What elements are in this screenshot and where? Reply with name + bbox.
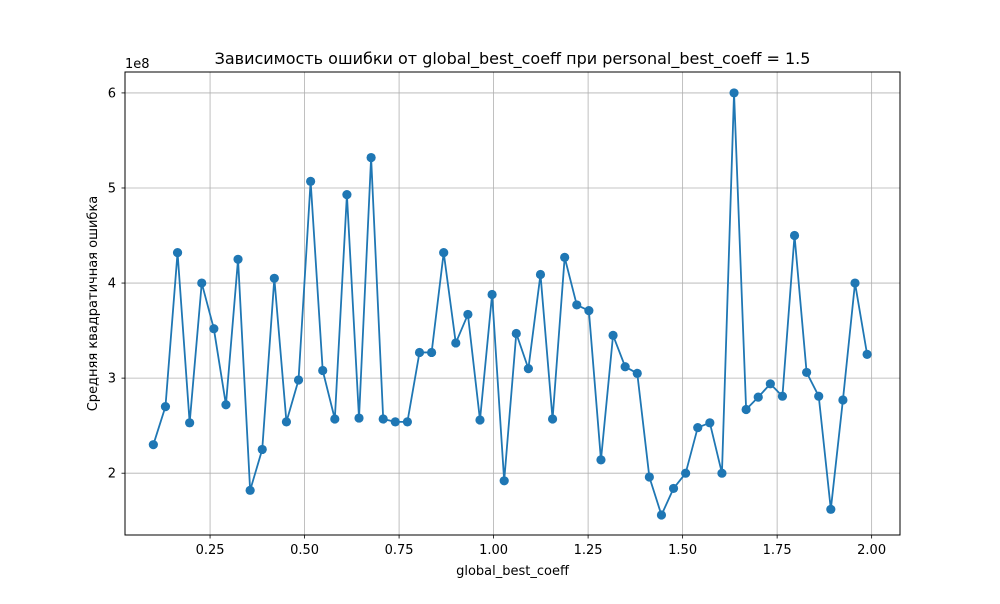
series-layer — [148, 88, 872, 520]
data-point — [729, 88, 739, 98]
data-point — [656, 510, 667, 520]
data-point — [487, 289, 497, 300]
data-point — [523, 364, 533, 374]
x-tick-label: 1.75 — [763, 543, 792, 558]
data-point — [838, 395, 848, 405]
data-point — [693, 422, 703, 433]
data-point — [330, 414, 340, 424]
data-point — [608, 330, 618, 340]
data-point — [390, 417, 400, 427]
x-tick-label: 0.25 — [196, 543, 225, 558]
data-point — [402, 417, 413, 427]
data-point — [753, 392, 763, 402]
data-point — [584, 306, 594, 316]
chart-title: Зависимость ошибки от global_best_coeff … — [215, 49, 811, 69]
data-point — [257, 444, 267, 455]
data-point — [342, 190, 352, 200]
ticks: 0.25 0.50 0.75 1.00 1.25 1.50 1.75 2.00 2 3 4 5 6 — [108, 86, 886, 558]
y-axis-offset-label: 1e8 — [125, 57, 150, 72]
data-point — [705, 418, 715, 428]
data-point — [717, 468, 727, 478]
data-point — [318, 365, 328, 376]
x-tick-label: 0.75 — [385, 543, 414, 558]
data-point — [245, 485, 255, 495]
data-point — [741, 404, 751, 415]
data-point — [172, 248, 183, 258]
data-point — [269, 273, 279, 283]
x-tick-label: 1.25 — [574, 543, 603, 558]
data-point — [160, 402, 171, 412]
data-point — [862, 349, 872, 359]
y-tick-label: 5 — [108, 181, 116, 196]
data-point — [209, 324, 219, 334]
data-point — [451, 338, 461, 348]
data-point — [620, 362, 630, 372]
data-point — [814, 391, 824, 401]
data-point — [511, 328, 521, 339]
data-point — [233, 254, 243, 264]
x-tick-label: 1.50 — [668, 543, 697, 558]
data-point — [499, 476, 509, 486]
data-point — [777, 391, 788, 401]
data-point — [596, 455, 606, 465]
data-point — [826, 504, 836, 514]
data-point — [281, 417, 292, 427]
data-point — [644, 472, 654, 482]
y-tick-label: 2 — [108, 467, 116, 482]
data-point — [632, 368, 642, 378]
data-point — [475, 415, 485, 425]
data-point — [426, 347, 437, 358]
y-tick-label: 4 — [108, 277, 116, 292]
data-point — [221, 400, 231, 410]
data-point — [681, 468, 691, 478]
data-point — [802, 367, 812, 378]
x-tick-label: 1.00 — [479, 543, 508, 558]
data-point — [366, 152, 376, 163]
data-point — [439, 248, 449, 258]
data-point — [789, 230, 800, 241]
data-point — [414, 347, 425, 358]
data-point — [765, 379, 775, 389]
x-tick-label: 0.50 — [290, 543, 319, 558]
data-point — [668, 483, 679, 494]
plot-frame — [124, 71, 901, 536]
data-point — [547, 414, 558, 424]
data-point — [306, 176, 316, 186]
data-point — [197, 278, 207, 288]
y-tick-label: 3 — [108, 372, 116, 387]
data-point — [560, 252, 570, 262]
data-point — [463, 309, 473, 320]
data-point — [293, 375, 304, 385]
data-point — [850, 278, 860, 288]
data-point — [185, 418, 195, 428]
data-point — [572, 300, 582, 310]
data-point — [535, 269, 546, 280]
data-point — [148, 440, 158, 450]
y-tick-label: 6 — [108, 86, 116, 101]
x-tick-label: 2.00 — [857, 543, 886, 558]
data-point — [378, 414, 388, 424]
x-axis-label: global_best_coeff — [456, 564, 570, 579]
y-axis-label: Средняя квадратичная ошибка — [86, 196, 101, 412]
data-point — [354, 413, 364, 423]
grid — [125, 72, 900, 535]
